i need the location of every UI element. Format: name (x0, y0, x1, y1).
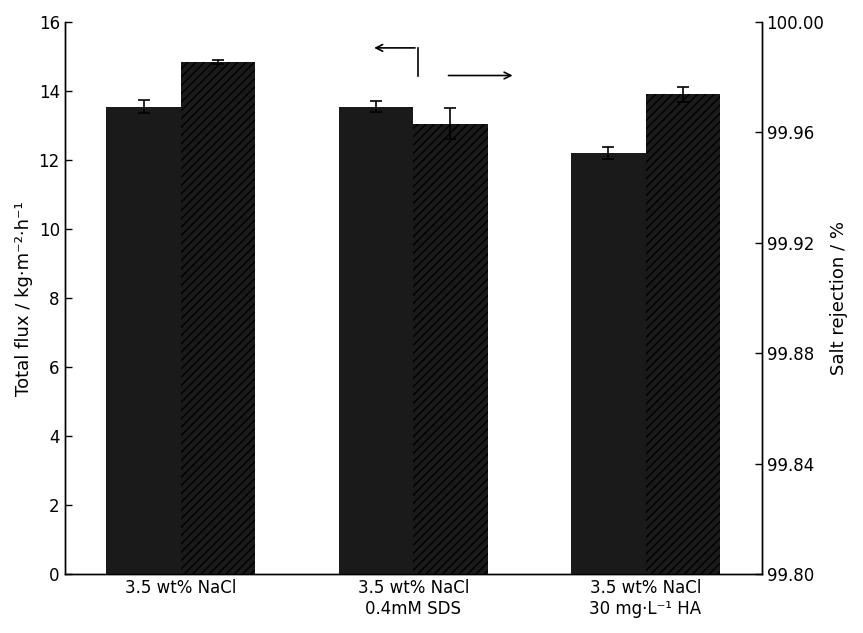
Bar (571, 153, 646, 574)
Bar (339, 106, 413, 574)
Y-axis label: Total flux / kg·m⁻²·h⁻¹: Total flux / kg·m⁻²·h⁻¹ (15, 201, 33, 396)
Bar (181, 61, 255, 574)
Bar (646, 94, 720, 574)
Bar (413, 124, 488, 574)
Bar (106, 106, 181, 574)
Y-axis label: Salt rejection / %: Salt rejection / % (830, 221, 848, 375)
